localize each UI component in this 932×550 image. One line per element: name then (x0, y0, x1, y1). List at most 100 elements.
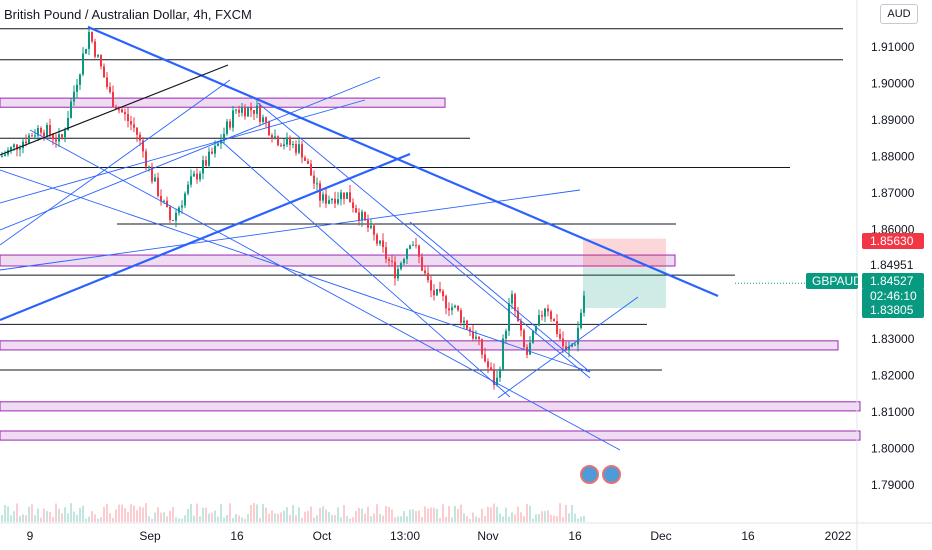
candle-body (73, 91, 75, 102)
volume-bar (238, 515, 240, 522)
volume-bar (199, 516, 201, 522)
candle-body (403, 258, 405, 264)
candle-body (187, 184, 189, 194)
candle-body (322, 194, 324, 201)
candle-body (82, 53, 84, 75)
x-tick-label: 2022 (825, 529, 852, 543)
candle-body (208, 151, 210, 166)
event-icons[interactable] (580, 465, 624, 489)
zone-band (0, 254, 676, 267)
volume-bar (367, 506, 369, 522)
volume-bar (430, 507, 432, 522)
candle-body (10, 146, 12, 151)
volume-bar (310, 506, 312, 522)
candle-body (85, 48, 87, 54)
volume-bar (79, 507, 81, 522)
candle-body (379, 240, 381, 244)
candle-body (520, 321, 522, 331)
volume-bar (76, 514, 78, 522)
candle-body (298, 144, 300, 153)
candle-body (424, 270, 426, 274)
candle-body (16, 144, 18, 150)
volume-bar (565, 504, 567, 522)
volume-bar (517, 506, 519, 522)
candle-body (409, 245, 411, 249)
candle-body (244, 107, 246, 117)
volume-bar (91, 511, 93, 522)
x-tick-label: Oct (313, 529, 332, 543)
volume-bar (484, 516, 486, 522)
volume-bar (289, 514, 291, 522)
candle-body (418, 245, 420, 257)
flag-icon[interactable] (602, 465, 621, 484)
price-label-bg (862, 302, 924, 318)
candle-body (373, 225, 375, 235)
volume-bar (538, 513, 540, 522)
candle-body (118, 109, 120, 111)
volume-bar (130, 504, 132, 522)
flag-icon[interactable] (580, 465, 599, 484)
currency-button[interactable]: AUD (880, 4, 918, 24)
volume-bar (298, 507, 300, 522)
candle-body (34, 135, 36, 137)
y-tick-label: 1.89000 (871, 113, 915, 127)
volume-bar (346, 516, 348, 522)
candle-body (97, 55, 99, 57)
candle-body (94, 41, 96, 57)
volume-bar (373, 513, 375, 522)
candle-body (283, 144, 285, 147)
volume-bar (163, 512, 165, 522)
candle-body (331, 198, 333, 201)
volume-bar (274, 513, 276, 522)
candle-body (178, 207, 180, 213)
candle-body (559, 333, 561, 339)
x-tick-label: 16 (230, 529, 244, 543)
volume-bar (259, 517, 261, 522)
volume-bar (400, 516, 402, 522)
candle-body (223, 133, 225, 141)
candle-body (301, 144, 303, 158)
volume-bar (175, 517, 177, 522)
candle-body (55, 139, 57, 142)
candle-body (484, 354, 486, 362)
candle-body (376, 234, 378, 244)
trend-line (0, 79, 231, 246)
volume-bar (451, 517, 453, 522)
candle-body (136, 127, 138, 135)
price-label: 02:46:10 (870, 289, 917, 303)
candle-body (289, 137, 291, 145)
candle-body (427, 273, 429, 281)
candle-body (43, 132, 45, 137)
volume-bar (547, 510, 549, 522)
volume-bar (109, 513, 111, 522)
volume-bar (427, 508, 429, 522)
volume-bar (253, 503, 255, 522)
volume-bar (505, 507, 507, 522)
candle-body (391, 260, 393, 262)
volume-bar (334, 515, 336, 522)
volume-bar (304, 511, 306, 522)
volume-bar (532, 518, 534, 522)
volume-bar (151, 518, 153, 522)
volume-bar (103, 506, 105, 522)
volume-bar (412, 509, 414, 522)
volume-bar (343, 505, 345, 522)
volume-bar (553, 515, 555, 522)
candle-body (274, 136, 276, 139)
volume-bar (124, 508, 126, 522)
candle-body (382, 240, 384, 248)
candle-body (286, 137, 288, 145)
candle-body (328, 200, 330, 204)
volume-bar (409, 509, 411, 522)
candle-body (517, 310, 519, 322)
price-label: 1.85630 (870, 234, 914, 248)
volume-bar (61, 513, 63, 522)
candle-body (478, 336, 480, 340)
candle-body (268, 122, 270, 136)
trend-line (0, 152, 411, 322)
volume-bar (154, 512, 156, 522)
candle-body (349, 192, 351, 203)
x-tick-label: 9 (27, 529, 34, 543)
candle-body (1, 155, 3, 157)
